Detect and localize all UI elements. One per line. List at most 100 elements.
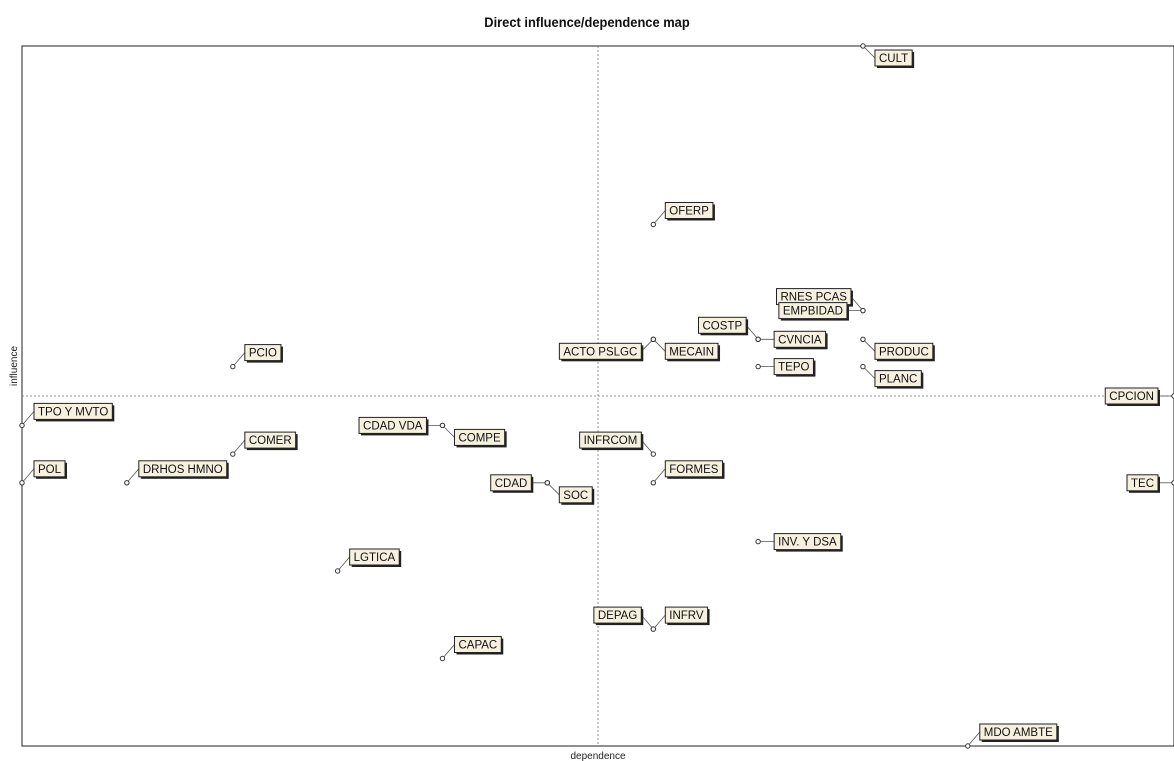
point-label: TPO Y MVTO bbox=[38, 406, 108, 418]
leader-line bbox=[21, 468, 35, 484]
leader-line bbox=[126, 468, 140, 484]
point-marker bbox=[1171, 393, 1174, 399]
data-point: INFRCOM bbox=[579, 431, 656, 457]
data-point: CULT bbox=[860, 43, 915, 68]
data-point: INFRV bbox=[650, 606, 710, 632]
label-box bbox=[490, 474, 532, 492]
leader-line bbox=[232, 352, 246, 367]
leader-line bbox=[862, 339, 876, 352]
point-label: EMPBIDAD bbox=[783, 306, 843, 318]
point-label: CDAD bbox=[495, 478, 528, 490]
leader-line bbox=[653, 339, 666, 352]
label-box bbox=[244, 344, 282, 362]
point-label: PCIO bbox=[249, 348, 277, 360]
point-label: TEC bbox=[1131, 478, 1154, 490]
leader-line bbox=[442, 644, 455, 659]
point-label: PLANC bbox=[879, 374, 917, 386]
label-box bbox=[664, 460, 723, 478]
label-box bbox=[773, 358, 814, 376]
label-box bbox=[593, 606, 642, 624]
point-label: COSTP bbox=[703, 320, 743, 332]
point-marker bbox=[860, 307, 866, 314]
point-label: CDAD VDA bbox=[363, 420, 423, 432]
y-axis-label: influence bbox=[9, 346, 20, 386]
leader-line bbox=[862, 45, 876, 59]
label-box bbox=[558, 342, 642, 360]
point-label: INV. Y DSA bbox=[778, 537, 837, 549]
data-point: TEC bbox=[1126, 474, 1174, 493]
data-point: CVNCIA bbox=[755, 330, 828, 350]
data-point: LGTICA bbox=[334, 548, 402, 574]
data-point: POL bbox=[19, 460, 68, 486]
label-box bbox=[138, 460, 228, 478]
data-point: SOC bbox=[544, 480, 595, 505]
data-point: DEPAG bbox=[593, 606, 656, 632]
label-box bbox=[664, 202, 714, 219]
point-marker bbox=[860, 336, 866, 342]
leader-line bbox=[442, 425, 455, 438]
leader-line bbox=[652, 468, 666, 484]
leader-line bbox=[652, 614, 666, 630]
leader-line bbox=[862, 366, 876, 379]
point-marker bbox=[439, 422, 446, 429]
data-point: COSTP bbox=[698, 316, 761, 342]
data-point: FORMES bbox=[650, 460, 725, 486]
label-box bbox=[244, 431, 297, 449]
label-box bbox=[558, 486, 593, 504]
label-box bbox=[874, 370, 922, 388]
data-point: CDAD VDA bbox=[358, 416, 446, 436]
point-marker bbox=[230, 363, 236, 370]
label-box bbox=[453, 636, 502, 653]
point-label: DRHOS HMNO bbox=[143, 464, 223, 476]
point-marker bbox=[650, 451, 656, 457]
point-label: INFRV bbox=[669, 610, 704, 622]
point-label: CVNCIA bbox=[778, 334, 822, 346]
data-point: COMER bbox=[230, 431, 298, 457]
point-label: CAPAC bbox=[458, 640, 497, 652]
data-point: CDAD bbox=[490, 474, 551, 493]
label-box bbox=[979, 723, 1058, 741]
point-label: TEPO bbox=[778, 362, 809, 374]
point-marker bbox=[439, 655, 446, 662]
point-marker bbox=[19, 480, 25, 486]
point-label: COMPE bbox=[458, 432, 501, 444]
data-point: INV. Y DSA bbox=[755, 533, 843, 552]
label-box bbox=[453, 428, 506, 446]
point-label: MECAIN bbox=[669, 346, 714, 358]
x-axis-label: dependence bbox=[570, 751, 625, 761]
label-box bbox=[579, 431, 642, 449]
point-marker bbox=[650, 626, 656, 632]
leader-line bbox=[232, 439, 246, 455]
label-box bbox=[778, 302, 848, 320]
label-box bbox=[33, 460, 66, 478]
data-points: CULT OFERP RNES PCAS EMPBIDAD COSTP CVNCIA PRO… bbox=[19, 43, 1174, 749]
point-marker bbox=[544, 480, 551, 486]
label-box bbox=[698, 316, 747, 334]
point-label: POL bbox=[38, 464, 62, 476]
data-point: PRODUC bbox=[860, 336, 935, 362]
label-box bbox=[349, 548, 400, 566]
point-marker bbox=[334, 568, 341, 574]
chart-title: Direct influence/dependence map bbox=[484, 14, 690, 30]
data-point: EMPBIDAD bbox=[778, 302, 866, 321]
label-box bbox=[874, 342, 934, 360]
point-marker bbox=[965, 743, 971, 749]
leader-line bbox=[652, 210, 666, 225]
data-point: OFERP bbox=[650, 202, 715, 228]
data-point: TEPO bbox=[755, 358, 816, 377]
point-marker bbox=[124, 480, 130, 486]
data-point: CPCION bbox=[1104, 387, 1174, 406]
point-label: RNES PCAS bbox=[780, 292, 847, 304]
label-box bbox=[664, 606, 709, 624]
data-point: DRHOS HMNO bbox=[124, 460, 229, 486]
point-label: MDO AMBTE bbox=[984, 727, 1053, 739]
data-point: MDO AMBTE bbox=[965, 723, 1059, 749]
point-marker bbox=[860, 363, 866, 370]
point-label: DEPAG bbox=[598, 610, 637, 622]
data-point: CAPAC bbox=[439, 636, 504, 662]
label-box bbox=[773, 330, 827, 348]
leader-line bbox=[337, 556, 350, 572]
label-box bbox=[1126, 474, 1159, 492]
data-point: MECAIN bbox=[650, 336, 721, 362]
